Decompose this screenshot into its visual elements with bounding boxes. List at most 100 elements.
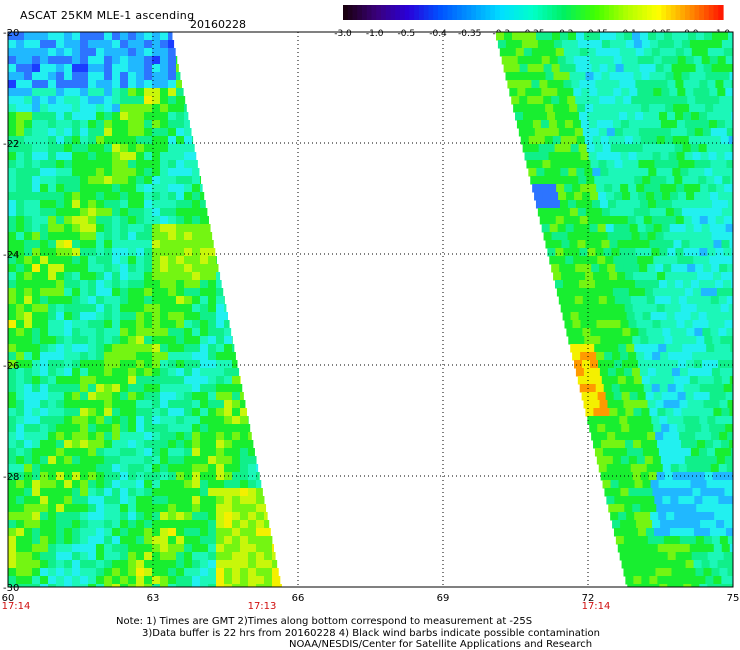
swath-cell bbox=[688, 504, 697, 513]
swath-cell bbox=[8, 152, 17, 161]
swath-cell bbox=[112, 184, 121, 193]
swath-cell bbox=[520, 136, 530, 145]
colorbar-segment bbox=[400, 5, 406, 20]
swath-cell bbox=[136, 64, 145, 73]
swath-cell bbox=[136, 56, 145, 65]
swath-cell bbox=[625, 408, 634, 417]
swath-cell bbox=[200, 200, 206, 209]
swath-cell bbox=[80, 40, 89, 49]
swath-cell bbox=[208, 568, 217, 577]
swath-cell bbox=[8, 200, 17, 209]
swath-cell bbox=[64, 296, 73, 305]
swath-cell bbox=[216, 504, 225, 513]
swath-cell bbox=[112, 272, 121, 281]
swath-cell bbox=[683, 48, 693, 57]
swath-cell bbox=[136, 352, 145, 361]
swath-cell bbox=[709, 560, 719, 569]
swath-cell bbox=[208, 448, 217, 457]
swath-cell bbox=[216, 312, 225, 321]
swath-cell bbox=[545, 208, 555, 217]
swath-cell bbox=[168, 32, 173, 41]
swath-cell bbox=[104, 304, 113, 313]
swath-cell bbox=[719, 400, 729, 409]
swath-cell bbox=[605, 88, 614, 97]
swath-cell bbox=[573, 88, 582, 97]
swath-cell bbox=[248, 496, 257, 505]
swath-cell bbox=[192, 328, 201, 337]
swath-cell bbox=[240, 440, 249, 449]
swath-cell bbox=[586, 280, 596, 289]
swath-cell bbox=[568, 304, 578, 313]
swath-cell bbox=[715, 584, 724, 587]
swath-cell bbox=[691, 48, 701, 57]
swath-cell bbox=[120, 136, 129, 145]
swath-cell bbox=[64, 456, 73, 465]
swath-cell bbox=[662, 296, 672, 305]
swath-cell bbox=[64, 248, 73, 257]
swath-cell bbox=[633, 208, 643, 217]
swath-cell bbox=[724, 488, 733, 497]
swath-cell bbox=[673, 576, 682, 585]
swath-cell bbox=[136, 432, 145, 441]
swath-cell bbox=[120, 272, 129, 281]
swath-cell bbox=[675, 552, 685, 561]
map-date: 20160228 bbox=[190, 18, 246, 31]
swath-cell bbox=[8, 144, 17, 153]
swath-cell bbox=[655, 432, 664, 441]
swath-cell bbox=[703, 536, 713, 545]
swath-cell bbox=[700, 320, 709, 329]
swath-cell bbox=[144, 408, 153, 417]
swath-cell bbox=[192, 552, 201, 561]
swath-cell bbox=[609, 240, 618, 249]
swath-cell bbox=[72, 576, 81, 585]
swath-cell bbox=[601, 208, 611, 217]
swath-cell bbox=[168, 256, 177, 265]
swath-cell bbox=[216, 488, 225, 497]
swath-cell bbox=[176, 488, 185, 497]
swath-cell bbox=[56, 232, 65, 241]
colorbar-segment bbox=[471, 5, 477, 20]
swath-cell bbox=[24, 88, 33, 97]
swath-cell bbox=[673, 208, 683, 217]
swath-cell bbox=[611, 416, 620, 425]
swath-cell bbox=[184, 168, 193, 177]
swath-cell bbox=[224, 440, 233, 449]
swath-cell bbox=[576, 304, 586, 313]
swath-cell bbox=[64, 72, 73, 81]
swath-cell bbox=[705, 544, 715, 553]
swath-cell bbox=[671, 368, 681, 377]
swath-cell bbox=[24, 184, 33, 193]
swath-cell bbox=[632, 136, 642, 145]
swath-cell bbox=[550, 128, 560, 137]
swath-cell bbox=[32, 464, 41, 473]
swath-cell bbox=[200, 448, 209, 457]
swath-cell bbox=[697, 240, 706, 249]
swath-cell bbox=[689, 40, 699, 49]
swath-cell bbox=[627, 80, 636, 89]
swath-cell bbox=[176, 72, 181, 81]
swath-cell bbox=[56, 56, 65, 65]
swath-cell bbox=[48, 88, 57, 97]
swath-cell bbox=[200, 416, 209, 425]
swath-cell bbox=[24, 504, 33, 513]
swath-left bbox=[8, 32, 282, 587]
swath-cell bbox=[545, 240, 554, 249]
swath-cell bbox=[224, 456, 233, 465]
swath-cell bbox=[88, 312, 97, 321]
swath-cell bbox=[723, 584, 732, 587]
swath-cell bbox=[589, 56, 599, 65]
swath-cell bbox=[256, 512, 265, 521]
swath-cell bbox=[152, 576, 161, 585]
swath-cell bbox=[687, 232, 697, 241]
swath-cell bbox=[104, 360, 113, 369]
swath-cell bbox=[56, 104, 65, 113]
swath-cell bbox=[518, 128, 528, 137]
swath-cell bbox=[8, 56, 17, 65]
swath-cell bbox=[531, 80, 540, 89]
colorbar-label: -3.0 bbox=[334, 29, 352, 39]
swath-cell bbox=[665, 72, 675, 81]
swath-cell bbox=[56, 400, 65, 409]
swath-cell bbox=[216, 416, 225, 425]
swath-cell bbox=[80, 584, 89, 587]
swath-cell bbox=[224, 392, 233, 401]
